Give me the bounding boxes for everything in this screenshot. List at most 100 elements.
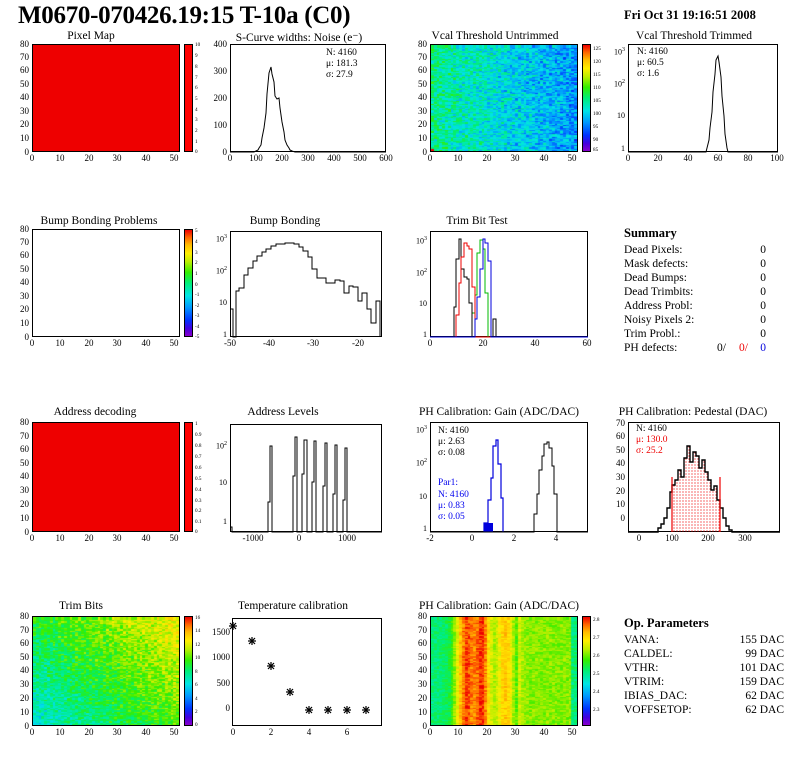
panel-title: Trim Bit Test	[446, 215, 508, 227]
y-tick-100: 100	[213, 120, 228, 130]
colorbar	[184, 44, 193, 152]
stat-par1-n: N: 4160	[438, 490, 469, 500]
temperature-points	[229, 622, 370, 714]
ph-gain-map-heatmap	[431, 617, 577, 725]
y-tick-0: 0	[222, 147, 228, 157]
stat-sigma: σ: 1.6	[637, 69, 660, 79]
x-tick-400: 400	[327, 153, 341, 163]
row-value: 0	[760, 244, 766, 256]
y-tick-40: 40	[20, 92, 29, 102]
ph-pedestal-curve	[628, 445, 780, 533]
panel-scurve-noise: S-Curve widths: Noise (e⁻) 400 300 200 1…	[204, 30, 394, 165]
panel-title: Vcal Threshold Untrimmed	[431, 30, 559, 42]
panel-title: PH Calibration: Gain (ADC/DAC)	[418, 600, 580, 612]
stat-sigma: σ: 27.9	[326, 70, 353, 80]
panel-ph-pedestal: PH Calibration: Pedestal (DAC) 70 60 50 …	[604, 406, 794, 546]
stat-n: N: 4160	[636, 424, 667, 434]
y-tick-50: 50	[20, 79, 29, 89]
y-tick-1: 1	[621, 144, 625, 153]
y-tick-10: 10	[20, 133, 29, 143]
x-tick-500: 500	[353, 153, 367, 163]
y-tick-70: 70	[20, 52, 29, 62]
panel-title: Address Levels	[247, 406, 319, 418]
row-label: Trim Probl.:	[624, 328, 681, 340]
address-levels-curve	[230, 436, 382, 533]
panel-pixel-map: Pixel Map 80 70 60 50 40 30 20 10 0 0 10…	[8, 30, 200, 165]
stat-sigma: σ: 25.2	[636, 446, 663, 456]
y-tick-80: 80	[20, 39, 29, 49]
ph-defects-v1: 0/	[717, 342, 726, 354]
y-tick-60: 60	[20, 65, 29, 75]
panel-title: S-Curve widths: Noise (e⁻)	[235, 32, 363, 44]
x-tick-0: 0	[29, 153, 35, 163]
stat-n: N: 4160	[326, 48, 357, 58]
stat-mu: μ: 130.0	[636, 435, 668, 445]
x-tick-600: 600	[379, 153, 393, 163]
stat-mu: μ: 181.3	[326, 59, 358, 69]
trim-bits-heatmap	[33, 617, 179, 725]
panel-address-levels: Address Levels 102 10 1 -1000 0 1000	[204, 406, 394, 546]
stat-par1-mu: μ: 0.83	[438, 501, 465, 511]
row-value: 101 DAC	[739, 662, 784, 674]
op-parameters-block: Op. Parameters VANA: 155 DAC CALDEL: 99 …	[600, 612, 796, 732]
panel-address-decoding: Address decoding 80 70 60 50 40 30 20 10…	[8, 406, 201, 546]
address-decoding-heatmap	[33, 423, 179, 531]
row-value: 62 DAC	[745, 690, 784, 702]
row-label: VOFFSETOP:	[624, 704, 692, 716]
y-tick-400: 400	[213, 39, 228, 49]
stat-mu: μ: 60.5	[637, 58, 664, 68]
panel-title: Trim Bits	[58, 600, 103, 612]
plot-frame	[628, 44, 778, 152]
stat-n: N: 4160	[637, 47, 668, 57]
row-label: Dead Pixels:	[624, 244, 683, 256]
x-tick-50: 50	[169, 153, 179, 163]
stat-n: N: 4160	[438, 426, 469, 436]
row-value: 0	[760, 300, 766, 312]
x-tick-100: 100	[249, 153, 263, 163]
colorbar	[184, 616, 193, 726]
stat-par1-sigma: σ: 0.05	[438, 512, 465, 522]
row-label: VTHR:	[624, 662, 659, 674]
panel-vcal-untrimmed: Vcal Threshold Untrimmed 80 70 60 50 40 …	[406, 30, 601, 165]
row-label: Mask defects:	[624, 258, 689, 270]
row-label: Dead Trimbits:	[624, 286, 694, 298]
row-value: 155 DAC	[739, 634, 784, 646]
panel-bump-bonding-problems: Bump Bonding Problems 80 70 60 50 40 30 …	[8, 215, 199, 350]
row-value: 0	[760, 286, 766, 298]
bump-bonding-curve	[230, 242, 381, 338]
panel-title: Temperature calibration	[238, 600, 348, 612]
panel-trim-bits: Trim Bits 80 70 60 50 40 30 20 10 0 0 10…	[8, 600, 200, 740]
colorbar	[184, 422, 193, 532]
panel-title: Pixel Map	[67, 30, 115, 42]
x-tick-0: 0	[227, 153, 233, 163]
op-parameters-title: Op. Parameters	[624, 616, 709, 630]
y-tick-10: 10	[617, 111, 625, 120]
ph-gain-hist-curves	[430, 439, 588, 533]
panel-title: Bump Bonding	[249, 215, 321, 227]
scurve-noise-curve	[230, 66, 386, 153]
plot-frame	[430, 422, 588, 532]
plot-frame	[230, 424, 382, 532]
row-label: VANA:	[624, 634, 659, 646]
plot-frame	[230, 231, 382, 337]
x-tick-30: 30	[112, 153, 122, 163]
row-label: Dead Bumps:	[624, 272, 687, 284]
stat-sigma: σ: 0.08	[438, 448, 465, 458]
x-tick-200: 200	[275, 153, 289, 163]
colorbar	[582, 616, 591, 726]
summary-title: Summary	[624, 226, 677, 240]
row-value: 159 DAC	[739, 676, 784, 688]
panel-trim-bit-test: Trim Bit Test 103 102 10 1 0 20 40 60	[406, 215, 596, 350]
row-label: VTRIM:	[624, 676, 665, 688]
row-label: Address Probl:	[624, 300, 693, 312]
panel-title: Bump Bonding Problems	[40, 215, 158, 227]
row-value: 62 DAC	[745, 704, 784, 716]
trim-bit-test-curves	[430, 238, 588, 338]
timestamp: Fri Oct 31 19:16:51 2008	[624, 8, 756, 22]
pixel-map-heatmap	[33, 45, 179, 151]
y-tick-300: 300	[213, 66, 228, 76]
row-label: Noisy Pixels 2:	[624, 314, 695, 326]
panel-ph-gain-map: PH Calibration: Gain (ADC/DAC) 80 70 60 …	[406, 600, 599, 740]
panel-title: PH Calibration: Pedestal (DAC)	[618, 406, 768, 418]
